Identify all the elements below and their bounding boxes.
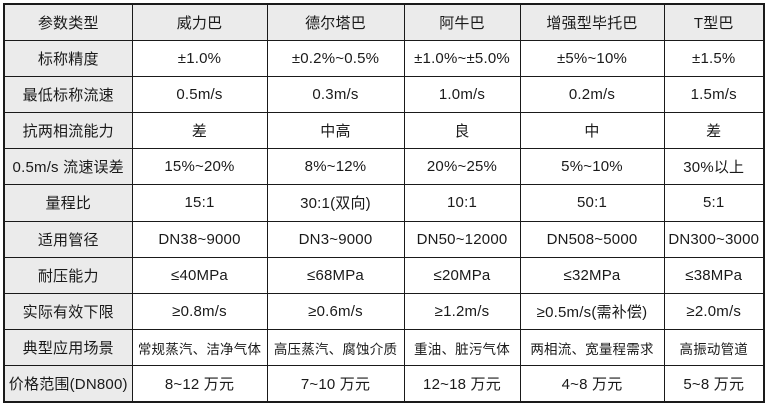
table-cell: ±1.0%~±5.0% (403, 39, 521, 77)
table-cell: 10:1 (403, 184, 521, 222)
table-cell: 30:1(双向) (266, 184, 405, 222)
column-header-t-type: T型巴 (663, 3, 765, 41)
table-cell: 12~18 万元 (403, 365, 521, 403)
table-cell: 8%~12% (266, 148, 405, 186)
table-cell: 8~12 万元 (131, 365, 268, 403)
table-cell: 4~8 万元 (519, 365, 665, 403)
row-label: 实际有效下限 (3, 292, 133, 331)
table-cell: DN38~9000 (131, 220, 268, 258)
table-row-effective-lower-limit: 实际有效下限 ≥0.8m/s ≥0.6m/s ≥1.2m/s ≥0.5m/s(需… (3, 292, 765, 331)
column-header-aniuba: 阿牛巴 (403, 3, 521, 41)
table-cell: ≤20MPa (403, 256, 521, 294)
table-cell: 7~10 万元 (266, 365, 405, 403)
row-label: 典型应用场景 (3, 329, 133, 367)
table-cell: 中 (519, 112, 665, 150)
table-cell: 30%以上 (663, 148, 765, 186)
table-cell: 5%~10% (519, 148, 665, 186)
table-cell: 中高 (266, 112, 405, 150)
table-cell: 5:1 (663, 184, 765, 222)
row-label: 标称精度 (3, 39, 133, 77)
flowmeter-comparison-table: 参数类型 威力巴 德尔塔巴 阿牛巴 增强型毕托巴 T型巴 标称精度 ±1.0% … (3, 3, 765, 403)
header-row: 参数类型 威力巴 德尔塔巴 阿牛巴 增强型毕托巴 T型巴 (3, 3, 765, 41)
table-cell: 0.3m/s (266, 75, 405, 114)
column-header-parameter-type: 参数类型 (3, 3, 133, 41)
table-row-min-velocity: 最低标称流速 0.5m/s 0.3m/s 1.0m/s 0.2m/s 1.5m/… (3, 75, 765, 114)
table-cell: 1.0m/s (403, 75, 521, 114)
table-cell: 15%~20% (131, 148, 268, 186)
table-cell: ≤68MPa (266, 256, 405, 294)
table-cell: DN50~12000 (403, 220, 521, 258)
row-label: 价格范围(DN800) (3, 365, 133, 403)
column-header-enhanced-pitot: 增强型毕托巴 (519, 3, 665, 41)
table-cell: 差 (663, 112, 765, 150)
row-label: 耐压能力 (3, 256, 133, 294)
table-cell: ±5%~10% (519, 39, 665, 77)
table-cell: 0.2m/s (519, 75, 665, 114)
table-row-turndown-ratio: 量程比 15:1 30:1(双向) 10:1 50:1 5:1 (3, 184, 765, 222)
table-cell: DN3~9000 (266, 220, 405, 258)
table-cell: ≥0.8m/s (131, 292, 268, 331)
row-label: 0.5m/s 流速误差 (3, 148, 133, 186)
table-row-pipe-diameter: 适用管径 DN38~9000 DN3~9000 DN50~12000 DN508… (3, 220, 765, 258)
table-cell: 1.5m/s (663, 75, 765, 114)
table-cell: 良 (403, 112, 521, 150)
table-cell: 两相流、宽量程需求 (519, 329, 665, 367)
table-cell: ±1.5% (663, 39, 765, 77)
table-cell: 20%~25% (403, 148, 521, 186)
table-cell: DN508~5000 (519, 220, 665, 258)
table-cell: ≥2.0m/s (663, 292, 765, 331)
table-cell: ≥1.2m/s (403, 292, 521, 331)
table-cell: 高压蒸汽、腐蚀介质 (266, 329, 405, 367)
table-cell: 0.5m/s (131, 75, 268, 114)
table-cell: 重油、脏污气体 (403, 329, 521, 367)
table-cell: DN300~3000 (663, 220, 765, 258)
row-label: 抗两相流能力 (3, 112, 133, 150)
table-row-two-phase-resistance: 抗两相流能力 差 中高 良 中 差 (3, 112, 765, 150)
table-cell: ≥0.6m/s (266, 292, 405, 331)
column-header-weiliba: 威力巴 (131, 3, 268, 41)
row-label: 量程比 (3, 184, 133, 222)
table-row-typical-applications: 典型应用场景 常规蒸汽、洁净气体 高压蒸汽、腐蚀介质 重油、脏污气体 两相流、宽… (3, 329, 765, 367)
table-row-accuracy: 标称精度 ±1.0% ±0.2%~0.5% ±1.0%~±5.0% ±5%~10… (3, 39, 765, 77)
table-row-pressure-rating: 耐压能力 ≤40MPa ≤68MPa ≤20MPa ≤32MPa ≤38MPa (3, 256, 765, 294)
table-cell: ≤40MPa (131, 256, 268, 294)
table-row-low-velocity-error: 0.5m/s 流速误差 15%~20% 8%~12% 20%~25% 5%~10… (3, 148, 765, 186)
table-cell: 5~8 万元 (663, 365, 765, 403)
row-label: 适用管径 (3, 220, 133, 258)
table-cell: 差 (131, 112, 268, 150)
row-label: 最低标称流速 (3, 75, 133, 114)
table-row-price-range: 价格范围(DN800) 8~12 万元 7~10 万元 12~18 万元 4~8… (3, 365, 765, 403)
table-cell: ≥0.5m/s(需补偿) (519, 292, 665, 331)
table-cell: 50:1 (519, 184, 665, 222)
table-cell: ≤32MPa (519, 256, 665, 294)
table-cell: ±0.2%~0.5% (266, 39, 405, 77)
table-cell: ±1.0% (131, 39, 268, 77)
column-header-deertaba: 德尔塔巴 (266, 3, 405, 41)
table-cell: 15:1 (131, 184, 268, 222)
table-cell: ≤38MPa (663, 256, 765, 294)
table-cell: 常规蒸汽、洁净气体 (131, 329, 268, 367)
table-cell: 高振动管道 (663, 329, 765, 367)
